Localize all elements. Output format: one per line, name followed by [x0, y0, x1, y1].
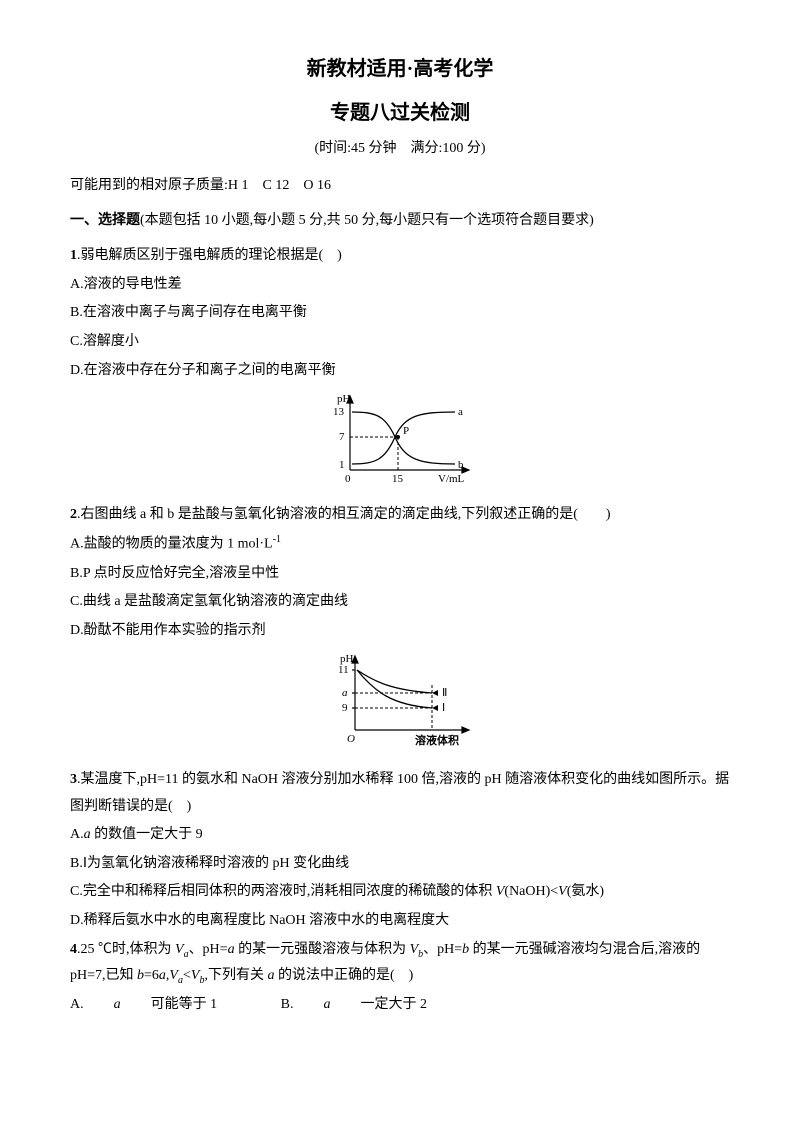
q4-m9: 的说法中正确的是( )	[274, 968, 413, 983]
chart2-xlabel: 溶液体积	[415, 733, 459, 747]
q3c-pre: C.完全中和稀释后相同体积的两溶液时,消耗相同浓度的稀硫酸的体积	[70, 884, 496, 899]
chart1-a: a	[458, 406, 463, 418]
q4-m1: 、pH=	[189, 942, 228, 957]
chart1-y13: 13	[333, 406, 345, 418]
q4-num: 4	[70, 942, 77, 957]
atomic-mass: 可能用到的相对原子质量:H 1 C 12 O 16	[70, 173, 730, 200]
q4-stem: 4.25 ℃时,体积为 Va、pH=a 的某一元强酸溶液与体积为 Vb、pH=b…	[70, 937, 730, 991]
q1-num: 1	[70, 248, 77, 263]
q4-m8: ,下列有关	[204, 968, 267, 983]
q2-optD: D.酚酞不能用作本实验的指示剂	[70, 618, 730, 645]
q2-stem: 2.右图曲线 a 和 b 是盐酸与氢氧化钠溶液的相互滴定的滴定曲线,下列叙述正确…	[70, 502, 730, 529]
section-1-rest: (本题包括 10 小题,每小题 5 分,共 50 分,每小题只有一个选项符合题目…	[140, 213, 594, 228]
q4-Vb: V	[410, 942, 419, 957]
chart1-svg: pH 13 7 1 0 15 V/mL a b P	[315, 390, 485, 485]
chart2-ya: a	[342, 687, 348, 699]
chart2-y9: 9	[342, 702, 348, 714]
q3a-var: a	[84, 827, 91, 842]
q2-num: 2	[70, 507, 77, 522]
time-info: (时间:45 分钟 满分:100 分)	[70, 136, 730, 163]
chart1-y1: 1	[339, 459, 345, 471]
main-title: 新教材适用·高考化学	[70, 50, 730, 88]
q4b-var: a	[323, 992, 330, 1019]
section-1-prefix: 一、选择题	[70, 213, 140, 228]
chart2-wrap: pH 11 a 9 O 溶液体积 Ⅱ Ⅰ	[70, 650, 730, 761]
q4-t1: .25 ℃时,体积为	[77, 942, 175, 957]
q2-text: .右图曲线 a 和 b 是盐酸与氢氧化钠溶液的相互滴定的滴定曲线,下列叙述正确的…	[77, 507, 611, 522]
q4-a2: a	[159, 968, 166, 983]
q3-optD: D.稀释后氨水中水的电离程度比 NaOH 溶液中水的电离程度大	[70, 908, 730, 935]
q4a-var: a	[114, 992, 121, 1019]
q1-optD: D.在溶液中存在分子和离子之间的电离平衡	[70, 358, 730, 385]
chart1-wrap: pH 13 7 1 0 15 V/mL a b P	[70, 390, 730, 496]
q3-optA: A.a 的数值一定大于 9	[70, 822, 730, 849]
q4b-post: 一定大于 2	[360, 992, 427, 1019]
q4-optB: B. a 一定大于 2	[281, 992, 457, 1019]
q1-text: .弱电解质区别于强电解质的理论根据是( )	[77, 248, 342, 263]
q4-m3: 、pH=	[423, 942, 462, 957]
q3a-pre: A.	[70, 827, 84, 842]
q3c-v2: V	[558, 884, 567, 899]
chart1-xlabel: V/mL	[438, 473, 465, 485]
section-1-head: 一、选择题(本题包括 10 小题,每小题 5 分,共 50 分,每小题只有一个选…	[70, 207, 730, 235]
q3-optC: C.完全中和稀释后相同体积的两溶液时,消耗相同浓度的稀硫酸的体积 V(NaOH)…	[70, 879, 730, 906]
chart1-b: b	[458, 459, 464, 471]
sub-title: 专题八过关检测	[70, 94, 730, 132]
chart1-x0: 0	[345, 473, 351, 485]
q3-optB: B.Ⅰ为氢氧化钠溶液稀释时溶液的 pH 变化曲线	[70, 851, 730, 878]
q2-optA-sup: -1	[273, 534, 281, 545]
chart2-O: O	[347, 733, 355, 745]
chart2-y11: 11	[338, 664, 349, 676]
q2-optA-pre: A.盐酸的物质的量浓度为 1 mol·L	[70, 537, 273, 552]
q4-a1: a	[228, 942, 235, 957]
q3-text: .某温度下,pH=11 的氨水和 NaOH 溶液分别加水稀释 100 倍,溶液的…	[70, 772, 729, 814]
chart1-x15: 15	[392, 473, 404, 485]
q4-m5: =6	[144, 968, 159, 983]
q1-optA: A.溶液的导电性差	[70, 272, 730, 299]
q2-optC: C.曲线 a 是盐酸滴定氢氧化钠溶液的滴定曲线	[70, 589, 730, 616]
q3c-m1: (NaOH)<	[504, 884, 558, 899]
q3-stem: 3.某温度下,pH=11 的氨水和 NaOH 溶液分别加水稀释 100 倍,溶液…	[70, 767, 730, 820]
chart2-II: Ⅱ	[442, 687, 447, 699]
q4-b2: b	[137, 968, 144, 983]
chart1-ylabel: pH	[337, 393, 351, 405]
q4-Va2: V	[169, 968, 178, 983]
chart1-y7: 7	[339, 431, 345, 443]
q1-optB: B.在溶液中离子与离子间存在电离平衡	[70, 300, 730, 327]
q4-opts: A. a 可能等于 1 B. a 一定大于 2	[70, 992, 730, 1019]
q4-m7: <	[183, 968, 191, 983]
q4a-pre: A.	[70, 992, 84, 1019]
chart2-I: Ⅰ	[442, 702, 445, 714]
chart1-P: P	[403, 425, 409, 437]
q1-optC: C.溶解度小	[70, 329, 730, 356]
q3-num: 3	[70, 772, 77, 787]
q2-optA: A.盐酸的物质的量浓度为 1 mol·L-1	[70, 530, 730, 558]
q4b-pre: B.	[281, 992, 294, 1019]
q4-optA: A. a 可能等于 1	[70, 992, 247, 1019]
q4-Va: V	[175, 942, 184, 957]
q3a-post: 的数值一定大于 9	[91, 827, 203, 842]
chart2-svg: pH 11 a 9 O 溶液体积 Ⅱ Ⅰ	[320, 650, 480, 750]
q1-stem: 1.弱电解质区别于强电解质的理论根据是( )	[70, 243, 730, 270]
q4a-post: 可能等于 1	[151, 992, 218, 1019]
q3c-m2: (氨水)	[567, 884, 604, 899]
q2-optB: B.P 点时反应恰好完全,溶液呈中性	[70, 561, 730, 588]
q4-m2: 的某一元强酸溶液与体积为	[235, 942, 410, 957]
